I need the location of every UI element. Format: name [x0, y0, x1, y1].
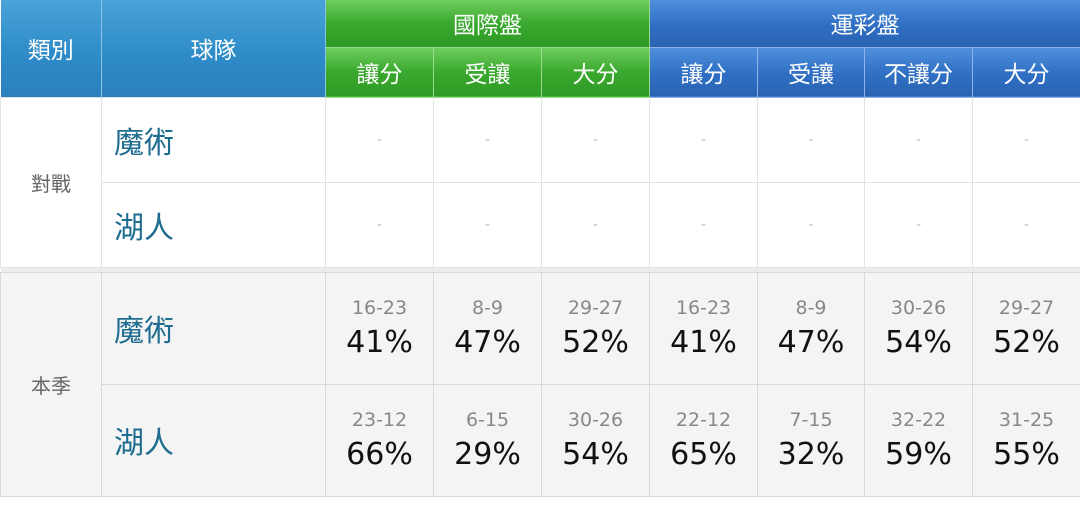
table-row: 湖人 - - - - - - -	[1, 181, 1080, 268]
stat-cell: 16-23 41%	[325, 271, 434, 385]
team-name[interactable]: 湖人	[101, 181, 326, 268]
record: 32-22	[890, 408, 947, 431]
header-lottery-receive: 受讓	[757, 47, 866, 98]
stat-cell: 8-9 47%	[757, 271, 866, 385]
stat-cell: 31-25 55%	[972, 383, 1080, 497]
header-lottery-spread: 讓分	[649, 47, 759, 98]
stat-cell: 7-15 32%	[757, 383, 866, 497]
record: 23-12	[351, 408, 408, 431]
team-name[interactable]: 魔術	[101, 96, 326, 183]
percentage: 41%	[346, 324, 413, 360]
empty-cell: -	[757, 96, 866, 183]
header-category: 類別	[0, 0, 102, 97]
percentage: 54%	[885, 324, 952, 360]
percentage: 59%	[885, 436, 952, 472]
stat-cell: 32-22 59%	[864, 383, 974, 497]
empty-cell: -	[864, 96, 974, 183]
empty-cell: -	[972, 181, 1080, 268]
header-intl-receive: 受讓	[433, 47, 542, 98]
record: 22-12	[675, 408, 732, 431]
header-lottery-no-spread: 不讓分	[864, 47, 974, 98]
team-name[interactable]: 魔術	[101, 271, 326, 385]
header-lottery-over: 大分	[972, 47, 1080, 98]
stat-cell: 8-9 47%	[433, 271, 542, 385]
header-sports-lottery: 運彩盤	[649, 0, 1080, 48]
category-label: 對戰	[0, 96, 102, 268]
percentage: 65%	[670, 436, 737, 472]
header-intl-over: 大分	[541, 47, 651, 98]
record: 30-26	[567, 408, 624, 431]
percentage: 52%	[993, 324, 1060, 360]
record: 8-9	[795, 296, 827, 319]
header-intl-spread: 讓分	[325, 47, 434, 98]
record: 8-9	[471, 296, 504, 319]
percentage: 32%	[777, 436, 845, 472]
empty-cell: -	[433, 96, 542, 183]
table-row: 對戰 魔術 - - - - - - -	[0, 96, 1080, 268]
empty-cell: -	[649, 96, 759, 183]
stat-cell: 22-12 65%	[649, 383, 759, 497]
empty-cell: -	[649, 181, 759, 268]
stat-cell: 29-27 52%	[540, 271, 651, 385]
percentage: 54%	[562, 436, 629, 472]
stat-cell: 29-27 52%	[972, 271, 1080, 385]
empty-cell: -	[540, 181, 651, 268]
stats-table: 類別 球隊 國際盤 運彩盤 讓分 受讓 大分 讓分 受讓 不讓分 大分 對戰 魔術…	[0, 0, 1080, 497]
percentage: 66%	[346, 436, 413, 472]
record: 29-27	[998, 296, 1055, 319]
empty-cell: -	[972, 96, 1080, 183]
percentage: 55%	[993, 436, 1060, 472]
stat-cell: 23-12 66%	[325, 383, 434, 497]
table-row: 本季 魔術 16-23 41% 8-9 47% 29-27 52% 16-23 41% 8-9 47%…	[0, 271, 1080, 497]
record: 29-27	[567, 296, 624, 319]
record: 31-25	[998, 408, 1055, 431]
table-row: 湖人 23-12 66% 6-15 29% 30-26 54% 22-12 65% 7-15 32%…	[1, 383, 1080, 497]
percentage: 52%	[562, 324, 629, 360]
team-name[interactable]: 湖人	[101, 383, 326, 497]
header-intl: 國際盤	[325, 0, 651, 48]
record: 30-26	[890, 296, 947, 319]
empty-cell: -	[540, 96, 651, 183]
percentage: 47%	[777, 324, 845, 360]
record: 16-23	[351, 296, 408, 319]
empty-cell: -	[325, 96, 434, 183]
record: 7-15	[789, 408, 833, 431]
stat-cell: 6-15 29%	[433, 383, 542, 497]
stat-cell: 16-23 41%	[649, 271, 759, 385]
stat-cell: 30-26 54%	[864, 271, 974, 385]
header-team: 球隊	[101, 0, 326, 97]
percentage: 41%	[670, 324, 737, 360]
empty-cell: -	[325, 181, 434, 268]
empty-cell: -	[433, 181, 542, 268]
percentage: 29%	[454, 436, 521, 472]
stat-cell: 30-26 54%	[540, 383, 651, 497]
category-label: 本季	[0, 271, 102, 497]
percentage: 47%	[454, 324, 521, 360]
empty-cell: -	[757, 181, 866, 268]
record: 16-23	[675, 296, 732, 319]
empty-cell: -	[864, 181, 974, 268]
record: 6-15	[465, 408, 510, 431]
